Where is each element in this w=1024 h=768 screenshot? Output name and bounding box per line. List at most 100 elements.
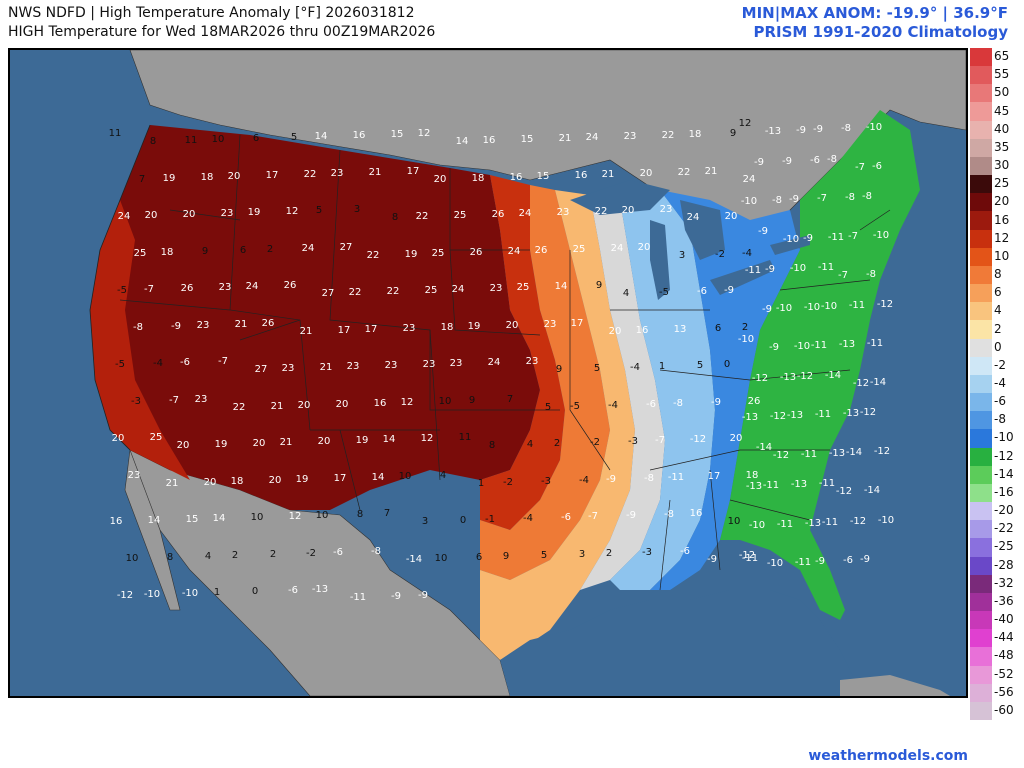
legend-swatch [970, 629, 992, 648]
temperature-value: 27 [340, 242, 353, 253]
temperature-value: 0 [724, 359, 730, 370]
temperature-value: 24 [611, 243, 624, 254]
legend-label: -22 [994, 521, 1014, 536]
temperature-value: 11 [185, 135, 198, 146]
temperature-value: 22 [367, 250, 380, 261]
temperature-value: -7 [588, 511, 598, 522]
zone-west-darkred [90, 125, 540, 510]
legend-label: 12 [994, 230, 1010, 245]
temperature-value: -8 [845, 192, 855, 203]
temperature-value: 25 [573, 244, 586, 255]
temperature-value: 6 [240, 245, 246, 256]
temperature-value: 6 [253, 133, 259, 144]
map-title: NWS NDFD | High Temperature Anomaly [°F]… [8, 5, 415, 21]
legend-swatch [970, 502, 992, 521]
temperature-value: 23 [385, 360, 398, 371]
legend-swatch [970, 647, 992, 666]
temperature-value: -9 [796, 125, 806, 136]
temperature-value: 8 [150, 136, 156, 147]
lake-huron [680, 200, 725, 260]
temperature-value: -2 [715, 249, 725, 260]
temperature-value: -8 [371, 546, 381, 557]
legend-label: 16 [994, 212, 1010, 227]
legend-swatch [970, 447, 992, 467]
temperature-value: 5 [541, 550, 547, 561]
temperature-value: 17 [571, 318, 584, 329]
temperature-value: -14 [864, 485, 880, 496]
temperature-value: -10 [182, 588, 198, 599]
temperature-value: 23 [490, 283, 503, 294]
legend-swatch [970, 592, 992, 612]
temperature-value: 23 [544, 319, 557, 330]
zone-gray-neutral [580, 195, 665, 590]
temperature-value: -14 [406, 554, 422, 565]
temperature-value: -8 [644, 473, 654, 484]
temperature-value: -5 [570, 401, 580, 412]
temperature-value: 9 [596, 280, 602, 291]
temperature-value: 20 [622, 205, 635, 216]
temperature-value: -11 [745, 265, 761, 276]
temperature-value: -7 [855, 162, 865, 173]
temperature-value: 5 [545, 402, 551, 413]
lake-superior [570, 180, 670, 215]
temperature-value: 14 [456, 136, 469, 147]
temperature-value: 21 [705, 166, 718, 177]
temperature-value: 14 [383, 434, 396, 445]
temperature-value: 10 [399, 471, 412, 482]
temperature-value: -1 [485, 514, 495, 525]
temperature-value: -12 [117, 590, 133, 601]
temperature-value: -10 [783, 234, 799, 245]
temperature-value: 16 [110, 516, 123, 527]
temperature-value: 23 [557, 207, 570, 218]
legend-label: 6 [994, 285, 1002, 300]
temperature-value: -10 [790, 263, 806, 274]
temperature-value: 23 [423, 359, 436, 370]
site-credit[interactable]: weathermodels.com [808, 748, 968, 764]
temperature-value: -8 [827, 154, 837, 165]
anomaly-stats: MIN|MAX ANOM: -19.9° | 36.9°F [741, 4, 1008, 22]
temperature-value: -9 [765, 264, 775, 275]
zone-coast-red [90, 200, 190, 480]
temperature-value: 0 [460, 515, 466, 526]
temperature-value: -6 [561, 512, 571, 523]
legend-swatch [970, 302, 992, 321]
zone-lightorange [480, 190, 635, 660]
temperature-value: 16 [690, 508, 703, 519]
cuba-land [840, 675, 950, 696]
temperature-value: 24 [118, 211, 131, 222]
temperature-value: -3 [628, 436, 638, 447]
legend-swatch [970, 483, 992, 503]
temperature-value: 20 [730, 433, 743, 444]
temperature-value: 4 [440, 470, 446, 481]
temperature-value: -10 [804, 302, 820, 313]
temperature-value: -10 [821, 301, 837, 312]
legend-label: 40 [994, 121, 1010, 136]
legend-label: -28 [994, 557, 1014, 572]
legend-swatch [970, 102, 992, 122]
temperature-value: 19 [215, 439, 228, 450]
legend-swatch [970, 156, 992, 176]
temperature-value: -10 [794, 341, 810, 352]
legend-swatch [970, 701, 992, 721]
temperature-value: -7 [838, 270, 848, 281]
legend-swatch [970, 138, 992, 158]
temperature-value: 16 [575, 170, 588, 181]
temperature-value: -9 [626, 510, 636, 521]
temperature-value: 22 [662, 130, 675, 141]
temperature-value: 6 [476, 552, 482, 563]
legend-label: -8 [994, 412, 1006, 427]
legend-swatch [970, 393, 992, 412]
temperature-value: 2 [267, 244, 273, 255]
temperature-value: -13 [787, 410, 803, 421]
temperature-value: -11 [668, 472, 684, 483]
legend-label: -40 [994, 612, 1014, 627]
temperature-value: -10 [767, 558, 783, 569]
temperature-value: 14 [315, 131, 328, 142]
temperature-value: -2 [306, 548, 316, 559]
temperature-value: 23 [403, 323, 416, 334]
legend-label: -16 [994, 484, 1014, 499]
temperature-value: -14 [825, 370, 841, 381]
legend-swatch [970, 665, 992, 685]
temperature-value: -12 [836, 486, 852, 497]
temperature-value: 26 [535, 245, 548, 256]
